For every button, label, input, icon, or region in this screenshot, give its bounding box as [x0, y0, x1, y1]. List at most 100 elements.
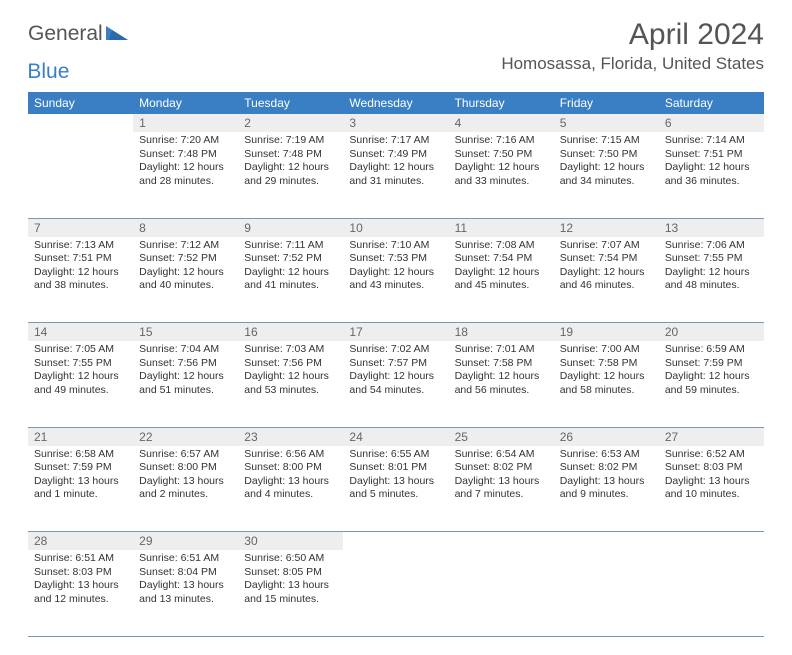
- day-day1: Daylight: 12 hours: [560, 370, 653, 384]
- weekday-header: Tuesday: [238, 92, 343, 114]
- week-row: Sunrise: 7:13 AMSunset: 7:51 PMDaylight:…: [28, 237, 764, 323]
- day-sunrise: Sunrise: 6:56 AM: [244, 448, 337, 462]
- day-sunrise: Sunrise: 7:00 AM: [560, 343, 653, 357]
- day-number: 2: [238, 114, 343, 132]
- day-cell-inner: Sunrise: 7:07 AMSunset: 7:54 PMDaylight:…: [554, 237, 659, 300]
- day-number: 19: [554, 323, 659, 342]
- day-day2: and 49 minutes.: [34, 384, 127, 398]
- day-cell: Sunrise: 6:53 AMSunset: 8:02 PMDaylight:…: [554, 446, 659, 532]
- day-day2: and 31 minutes.: [349, 175, 442, 189]
- day-number: 3: [343, 114, 448, 132]
- day-sunrise: Sunrise: 6:59 AM: [665, 343, 758, 357]
- day-sunset: Sunset: 7:48 PM: [139, 148, 232, 162]
- day-number: 6: [659, 114, 764, 132]
- day-day2: and 54 minutes.: [349, 384, 442, 398]
- day-day2: and 7 minutes.: [455, 488, 548, 502]
- day-day2: and 12 minutes.: [34, 593, 127, 607]
- day-cell: Sunrise: 7:19 AMSunset: 7:48 PMDaylight:…: [238, 132, 343, 218]
- day-sunset: Sunset: 7:59 PM: [665, 357, 758, 371]
- day-number: 16: [238, 323, 343, 342]
- daynum-row: 21222324252627: [28, 427, 764, 446]
- day-day1: Daylight: 12 hours: [139, 370, 232, 384]
- day-number: 26: [554, 427, 659, 446]
- day-sunrise: Sunrise: 7:06 AM: [665, 239, 758, 253]
- week-row: Sunrise: 6:51 AMSunset: 8:03 PMDaylight:…: [28, 550, 764, 636]
- day-number: 1: [133, 114, 238, 132]
- day-sunrise: Sunrise: 6:52 AM: [665, 448, 758, 462]
- week-row: Sunrise: 6:58 AMSunset: 7:59 PMDaylight:…: [28, 446, 764, 532]
- weekday-header: Sunday: [28, 92, 133, 114]
- day-cell-inner: Sunrise: 7:01 AMSunset: 7:58 PMDaylight:…: [449, 341, 554, 404]
- day-day2: and 34 minutes.: [560, 175, 653, 189]
- day-day2: and 38 minutes.: [34, 279, 127, 293]
- day-cell-inner: Sunrise: 7:00 AMSunset: 7:58 PMDaylight:…: [554, 341, 659, 404]
- day-cell: Sunrise: 7:03 AMSunset: 7:56 PMDaylight:…: [238, 341, 343, 427]
- day-cell-inner: Sunrise: 6:58 AMSunset: 7:59 PMDaylight:…: [28, 446, 133, 509]
- day-day1: Daylight: 13 hours: [455, 475, 548, 489]
- calendar-table: Sunday Monday Tuesday Wednesday Thursday…: [28, 92, 764, 637]
- day-day2: and 40 minutes.: [139, 279, 232, 293]
- day-sunrise: Sunrise: 6:58 AM: [34, 448, 127, 462]
- day-day1: Daylight: 13 hours: [34, 475, 127, 489]
- day-number: [554, 532, 659, 551]
- daynum-row: 282930: [28, 532, 764, 551]
- day-day2: and 10 minutes.: [665, 488, 758, 502]
- day-sunset: Sunset: 7:58 PM: [455, 357, 548, 371]
- day-cell-inner: Sunrise: 7:16 AMSunset: 7:50 PMDaylight:…: [449, 132, 554, 195]
- day-sunrise: Sunrise: 7:13 AM: [34, 239, 127, 253]
- day-day2: and 15 minutes.: [244, 593, 337, 607]
- day-day1: Daylight: 13 hours: [244, 579, 337, 593]
- day-sunset: Sunset: 7:59 PM: [34, 461, 127, 475]
- day-day2: and 48 minutes.: [665, 279, 758, 293]
- day-cell: Sunrise: 6:51 AMSunset: 8:04 PMDaylight:…: [133, 550, 238, 636]
- day-sunset: Sunset: 7:55 PM: [34, 357, 127, 371]
- day-day1: Daylight: 13 hours: [34, 579, 127, 593]
- day-day1: Daylight: 13 hours: [349, 475, 442, 489]
- day-day1: Daylight: 12 hours: [139, 266, 232, 280]
- day-cell: Sunrise: 7:02 AMSunset: 7:57 PMDaylight:…: [343, 341, 448, 427]
- day-sunset: Sunset: 8:03 PM: [665, 461, 758, 475]
- month-title: April 2024: [501, 18, 764, 52]
- day-number: 20: [659, 323, 764, 342]
- weekday-header: Saturday: [659, 92, 764, 114]
- day-sunrise: Sunrise: 7:20 AM: [139, 134, 232, 148]
- day-cell: Sunrise: 6:59 AMSunset: 7:59 PMDaylight:…: [659, 341, 764, 427]
- day-day2: and 13 minutes.: [139, 593, 232, 607]
- day-day1: Daylight: 12 hours: [455, 161, 548, 175]
- day-cell: Sunrise: 6:55 AMSunset: 8:01 PMDaylight:…: [343, 446, 448, 532]
- day-sunset: Sunset: 7:52 PM: [244, 252, 337, 266]
- day-cell: Sunrise: 7:08 AMSunset: 7:54 PMDaylight:…: [449, 237, 554, 323]
- day-cell: [659, 550, 764, 636]
- day-cell-inner: Sunrise: 6:57 AMSunset: 8:00 PMDaylight:…: [133, 446, 238, 509]
- day-number: 29: [133, 532, 238, 551]
- weekday-header: Wednesday: [343, 92, 448, 114]
- day-cell: Sunrise: 7:01 AMSunset: 7:58 PMDaylight:…: [449, 341, 554, 427]
- day-day1: Daylight: 12 hours: [349, 370, 442, 384]
- day-number: 15: [133, 323, 238, 342]
- day-day2: and 28 minutes.: [139, 175, 232, 189]
- day-cell-inner: Sunrise: 7:05 AMSunset: 7:55 PMDaylight:…: [28, 341, 133, 404]
- day-cell-inner: Sunrise: 6:53 AMSunset: 8:02 PMDaylight:…: [554, 446, 659, 509]
- day-sunrise: Sunrise: 7:01 AM: [455, 343, 548, 357]
- day-day2: and 43 minutes.: [349, 279, 442, 293]
- day-number: 25: [449, 427, 554, 446]
- day-number: 13: [659, 218, 764, 237]
- day-day1: Daylight: 12 hours: [244, 161, 337, 175]
- day-number: 8: [133, 218, 238, 237]
- day-number: 14: [28, 323, 133, 342]
- day-day2: and 53 minutes.: [244, 384, 337, 398]
- day-sunrise: Sunrise: 7:14 AM: [665, 134, 758, 148]
- week-row: Sunrise: 7:05 AMSunset: 7:55 PMDaylight:…: [28, 341, 764, 427]
- day-day2: and 51 minutes.: [139, 384, 232, 398]
- day-sunset: Sunset: 7:56 PM: [244, 357, 337, 371]
- day-cell: Sunrise: 7:07 AMSunset: 7:54 PMDaylight:…: [554, 237, 659, 323]
- day-number: 9: [238, 218, 343, 237]
- weekday-header-row: Sunday Monday Tuesday Wednesday Thursday…: [28, 92, 764, 114]
- day-number: 7: [28, 218, 133, 237]
- day-sunset: Sunset: 7:51 PM: [665, 148, 758, 162]
- day-number: 28: [28, 532, 133, 551]
- day-cell: Sunrise: 7:16 AMSunset: 7:50 PMDaylight:…: [449, 132, 554, 218]
- day-day2: and 1 minute.: [34, 488, 127, 502]
- day-number: [28, 114, 133, 132]
- day-sunset: Sunset: 8:00 PM: [244, 461, 337, 475]
